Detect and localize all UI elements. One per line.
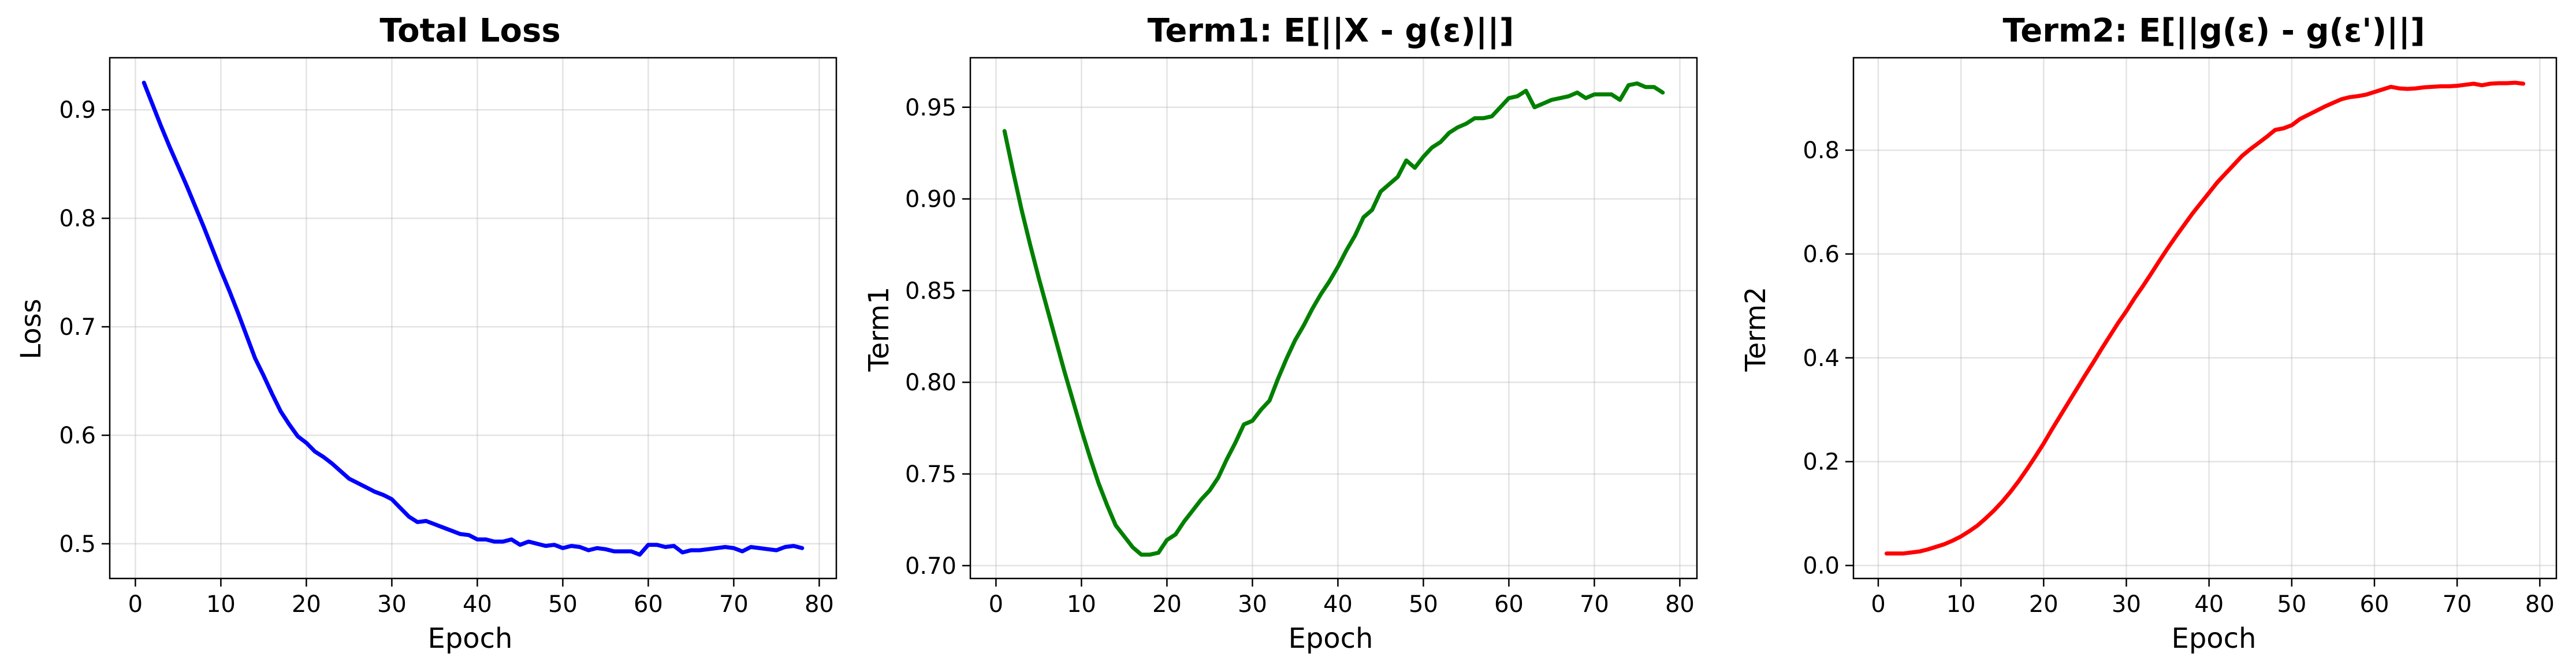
y-tick-label: 0.4 [1803,345,1840,372]
x-tick-label: 60 [2360,591,2389,618]
x-tick-label: 40 [463,591,492,618]
y-tick-label: 0.5 [59,531,96,558]
x-tick-label: 0 [989,591,1003,618]
series-line [142,80,805,557]
x-tick-label: 40 [1323,591,1353,618]
grid [110,58,836,578]
y-tick-label: 0.2 [1803,449,1840,476]
x-tick-label: 50 [548,591,578,618]
chart-panel-total-loss: Total Loss Epoch Loss 0 10 20 30 40 50 60 70 800… [15,12,837,655]
y-tick-label: 0.95 [905,95,956,121]
x-tick-label: 70 [2443,591,2472,618]
grid [1853,58,2556,578]
y-tick-label: 0.6 [59,423,96,449]
y-axis-label: Loss [15,298,47,359]
series-line [1884,80,2526,556]
x-tick-label: 70 [1580,591,1609,618]
plot-frame [1852,57,2558,580]
y-tick-label: 0.8 [1803,137,1840,164]
x-tick-label: 20 [1152,591,1182,618]
x-axis-label: Epoch [1289,622,1373,655]
x-tick-label: 10 [1946,591,1976,618]
x-tick-label: 60 [1494,591,1524,618]
y-tick-label: 0.75 [905,461,956,488]
y-tick-label: 0.90 [905,186,956,213]
ticks: 0 10 20 30 40 50 60 70 80 0.5 0.6 0.7 0.8 0.9 [59,97,833,618]
chart-title: Term2: E[||g(ε) - g(ε')||] [2002,12,2425,50]
y-tick-label: 0.6 [1803,241,1840,268]
x-tick-label: 80 [805,591,834,618]
x-tick-label: 10 [1067,591,1096,618]
y-tick-label: 0.80 [905,369,956,396]
y-axis-label: Term2 [1740,287,1772,372]
x-tick-label: 0 [128,591,143,618]
grid [970,58,1697,578]
y-tick-label: 0.70 [905,553,956,580]
x-tick-label: 40 [2194,591,2224,618]
chart-title: Total Loss [379,12,560,50]
y-tick-label: 0.9 [59,97,96,124]
x-tick-label: 80 [1665,591,1695,618]
x-axis-label: Epoch [2172,622,2257,655]
x-tick-label: 20 [2029,591,2058,618]
y-axis-label: Term1 [863,287,895,372]
y-tick-label: 0.85 [905,278,956,304]
y-tick-label: 0.0 [1803,553,1840,580]
y-tick-label: 0.7 [59,314,96,341]
x-tick-label: 70 [719,591,749,618]
chart-panel-term1: Term1: E[||X - g(ε)||] Epoch Term1 0 10 20… [863,12,1698,655]
chart-title: Term1: E[||X - g(ε)||] [1148,12,1514,50]
x-axis-label: Epoch [428,622,513,655]
chart-panel-term2: Term2: E[||g(ε) - g(ε')||] Epoch Term2 0… [1740,12,2558,655]
x-tick-label: 80 [2525,591,2555,618]
x-tick-label: 20 [292,591,321,618]
plot-frame [969,57,1698,580]
plot-frame [109,57,837,580]
x-tick-label: 50 [1409,591,1438,618]
ticks: 0 10 20 30 40 50 60 70 80 0.70 0.75 0.80 0.85 0.90 0.9… [905,95,1695,618]
x-tick-label: 30 [377,591,407,618]
ticks: 0 10 20 30 40 50 60 70 80 0.0 0.2 0.4 0.6 0.8 [1803,137,2554,618]
x-tick-label: 60 [634,591,663,618]
series-line [1002,81,1665,557]
x-tick-label: 50 [2277,591,2306,618]
x-tick-label: 30 [2112,591,2141,618]
x-tick-label: 0 [1871,591,1885,618]
x-tick-label: 10 [206,591,236,618]
x-tick-label: 30 [1238,591,1267,618]
y-tick-label: 0.8 [59,206,96,232]
